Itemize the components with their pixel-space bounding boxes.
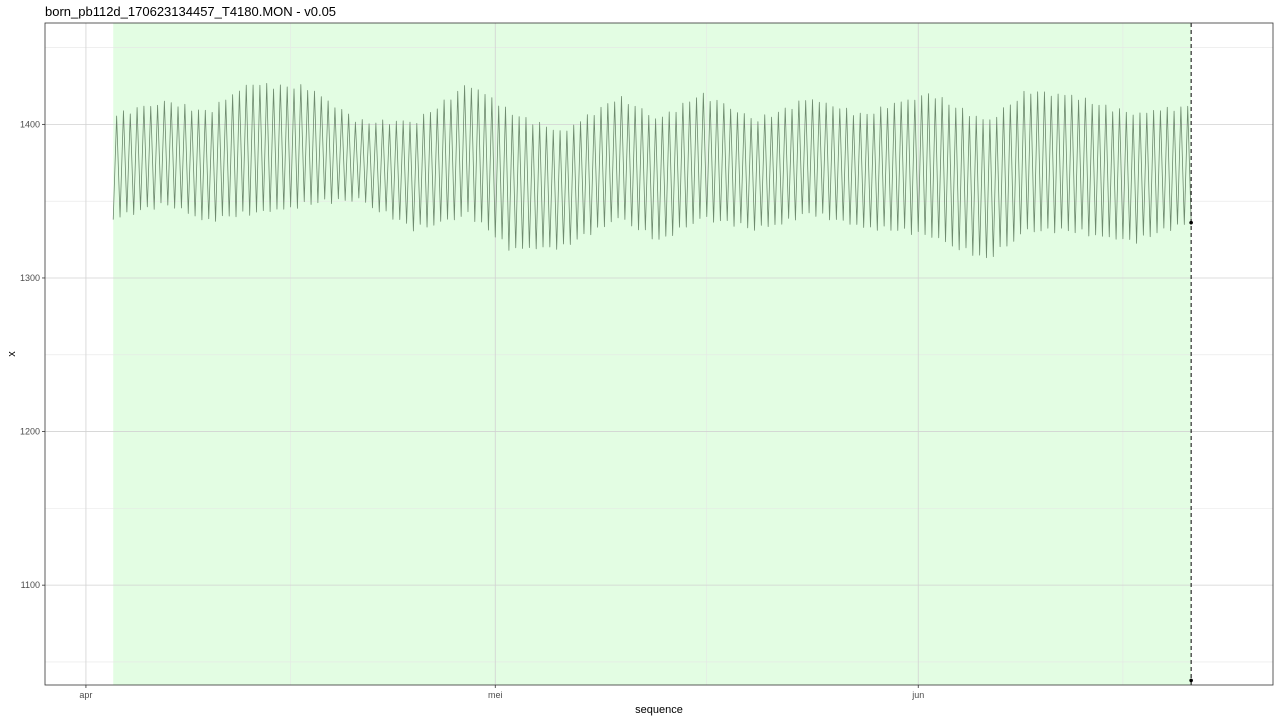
marker-point: [1189, 220, 1193, 225]
y-tick-label: 1100: [21, 580, 40, 590]
y-axis-title: x: [6, 351, 18, 357]
x-tick-label: mei: [488, 690, 503, 700]
y-tick-label: 1300: [20, 273, 40, 283]
y-tick-label: 1400: [20, 119, 40, 129]
y-tick-label: 1200: [20, 427, 40, 437]
plot-border: [44, 22, 1274, 686]
x-tick-label: jun: [911, 690, 924, 700]
x-axis-title: sequence: [635, 704, 683, 716]
series-line-0: [112, 82, 1192, 259]
chart-title: born_pb112d_170623134457_T4180.MON - v0.…: [45, 4, 337, 19]
marker-point: [1189, 678, 1193, 683]
x-tick-label: apr: [79, 690, 92, 700]
highlight-band: [113, 23, 1192, 685]
